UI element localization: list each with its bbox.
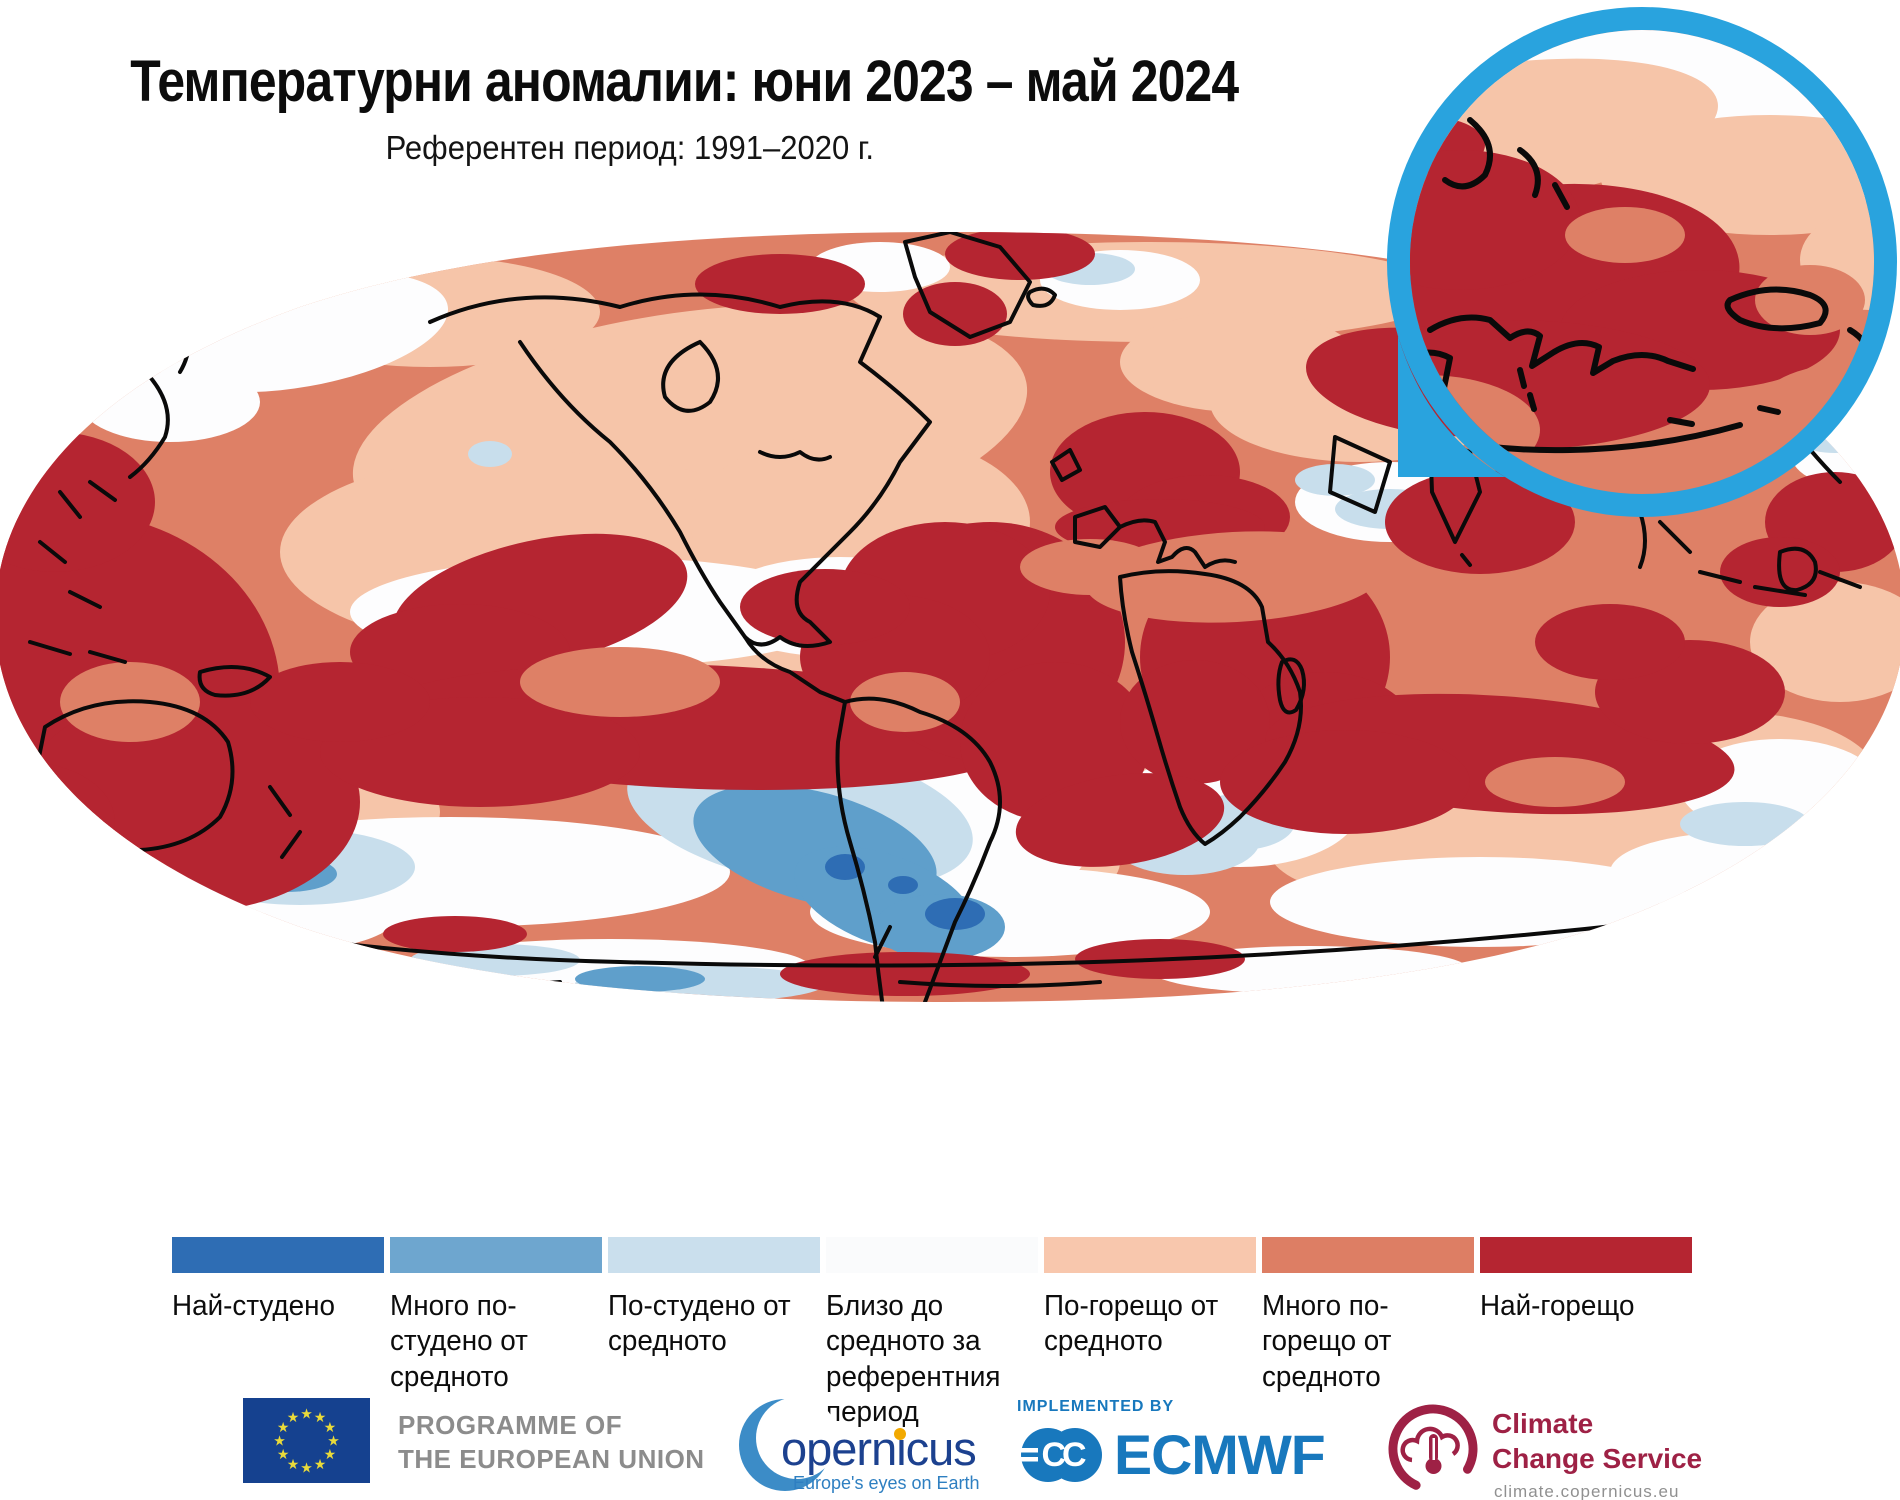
legend-swatch [390,1237,602,1273]
programme-text: PROGRAMME OF THE EUROPEAN UNION [398,1409,705,1477]
ccs-wordmark: Climate Change Service [1492,1406,1702,1476]
ccs-url: climate.copernicus.eu [1494,1482,1680,1500]
legend-label: Най-студено [172,1290,335,1322]
ccs-line1: Climate [1492,1408,1594,1439]
legend-item: По-горещо от средното [1044,1237,1256,1431]
svg-text:★: ★ [314,1457,327,1473]
programme-line1: PROGRAMME OF [398,1410,623,1440]
legend-label: Най-горещо [1480,1290,1635,1322]
svg-text:★: ★ [324,1447,337,1463]
ecmwf-logo: CC ECMWF [1012,1422,1326,1487]
svg-text:★: ★ [327,1434,340,1450]
header: Температурни аномалии: юни 2023 – май 20… [40,48,1239,167]
legend-swatch [1262,1237,1474,1273]
svg-text:★: ★ [287,1457,300,1473]
legend-label: Много по-студено от средното [390,1290,528,1393]
svg-text:★: ★ [324,1420,337,1436]
world-map-art [0,232,1900,1002]
eu-flag-icon: ★ ★ ★ ★ ★ ★ ★ ★ ★ ★ ★ ★ [243,1398,370,1483]
legend-swatch [1480,1237,1692,1273]
world-map [0,222,1900,1012]
legend-item: Най-горещо [1480,1237,1692,1431]
svg-text:★: ★ [277,1447,290,1463]
svg-text:★: ★ [287,1410,300,1426]
legend-label: Много по-горещо от средното [1262,1290,1392,1393]
ecmwf-logo-icon: CC [1012,1427,1102,1482]
legend-item: Най-студено [172,1237,384,1431]
legend-item: Много по-студено от средното [390,1237,602,1431]
ccs-logo-icon [1388,1404,1478,1494]
svg-text:★: ★ [273,1434,286,1450]
legend-label: По-студено от средното [608,1290,791,1358]
page-subtitle: Референтен период: 1991–2020 г. [385,129,875,166]
ecmwf-wordmark: ECMWF [1114,1423,1326,1486]
ccs-logo: Climate Change Service climate.copernicu… [1382,1396,1702,1500]
page-title: Температурни аномалии: юни 2023 – май 20… [130,49,1239,114]
copernicus-wordmark: opernicus [781,1422,977,1475]
svg-text:CC: CC [1041,1436,1086,1474]
programme-line2: THE EUROPEAN UNION [398,1443,705,1474]
legend-swatch [826,1237,1038,1273]
implemented-by-label: IMPLEMENTED BY [1017,1398,1175,1415]
legend-swatch [608,1237,820,1273]
copernicus-tagline: Europe's eyes on Earth [793,1473,980,1493]
europe-inset-magnifier [1370,0,1900,528]
svg-text:★: ★ [314,1410,327,1426]
svg-text:★: ★ [300,1461,313,1477]
magnifier-icon [1387,7,1897,517]
legend-label: По-горещо от средното [1044,1290,1219,1358]
copernicus-i-dot-icon [894,1428,906,1440]
legend: Най-студено Много по-студено от средното… [172,1237,1692,1431]
legend-item: Много по-горещо от средното [1262,1237,1474,1431]
legend-label: Близо до средното за референтния период [826,1290,1001,1429]
copernicus-logo: opernicus Europe's eyes on Earth [733,1393,983,1500]
svg-text:★: ★ [300,1407,313,1423]
ccs-line2: Change Service [1492,1443,1703,1474]
legend-item: По-студено от средното [608,1237,820,1431]
legend-swatch [172,1237,384,1273]
legend-item: Близо до средното за референтния период [826,1237,1038,1431]
legend-swatch [1044,1237,1256,1273]
svg-text:★: ★ [277,1420,290,1436]
copernicus-c-swoosh-icon [739,1397,838,1491]
